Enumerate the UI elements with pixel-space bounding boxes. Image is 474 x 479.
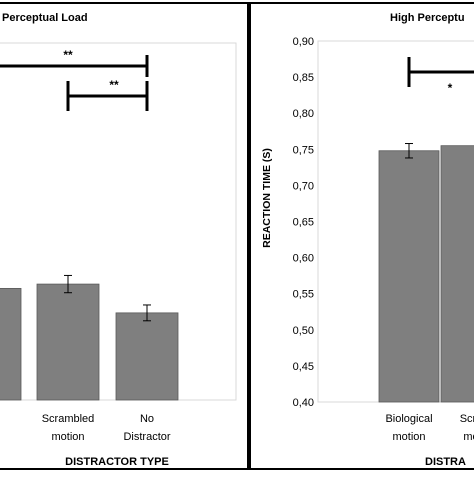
y-tick-label: 0,85	[293, 72, 314, 84]
bar	[0, 287, 22, 401]
significance-label: **	[63, 48, 73, 62]
y-tick-label: 0,80	[293, 108, 314, 120]
y-tick-label: 0,75	[293, 144, 314, 156]
right-y-axis-title: REACTION TIME (S)	[261, 148, 273, 248]
right-panel-frame	[249, 2, 474, 470]
y-tick-label: 0,60	[293, 253, 314, 265]
left-chart-title: Perceptual Load	[2, 12, 88, 24]
y-tick-label: 0,65	[293, 217, 314, 229]
category-label: No	[140, 413, 154, 425]
y-tick-label: 0,70	[293, 180, 314, 192]
left-x-axis-title: DISTRACTOR TYPE	[65, 456, 169, 468]
right-chart-title: High Perceptu	[390, 12, 465, 24]
significance-label: **	[109, 78, 119, 92]
category-label: motion	[392, 431, 425, 443]
bar	[115, 312, 179, 401]
y-tick-label: 0,55	[293, 289, 314, 301]
y-tick-label: 0,50	[293, 325, 314, 337]
right-x-axis-title: DISTRA	[425, 456, 466, 468]
left-chart: icalionScrambledmotionNoDistractor****	[0, 48, 179, 443]
category-label: Scra	[460, 413, 474, 425]
category-label: motion	[51, 431, 84, 443]
category-label: Biological	[385, 413, 432, 425]
y-tick-label: 0,45	[293, 361, 314, 373]
category-label: Scrambled	[42, 413, 95, 425]
y-tick-label: 0,40	[293, 397, 314, 409]
significance-label: *	[448, 81, 453, 95]
category-label: mo	[463, 431, 474, 443]
left-panel-frame	[0, 2, 249, 470]
bar	[36, 283, 100, 401]
right-chart: 0,40 0,45 0,50 0,55 0,60 0,65 0,70 0,75 0,80 0,85…	[293, 36, 474, 443]
category-label: Distractor	[123, 431, 170, 443]
y-tick-label: 0,90	[293, 36, 314, 48]
bar	[440, 145, 474, 403]
bar	[378, 150, 440, 403]
